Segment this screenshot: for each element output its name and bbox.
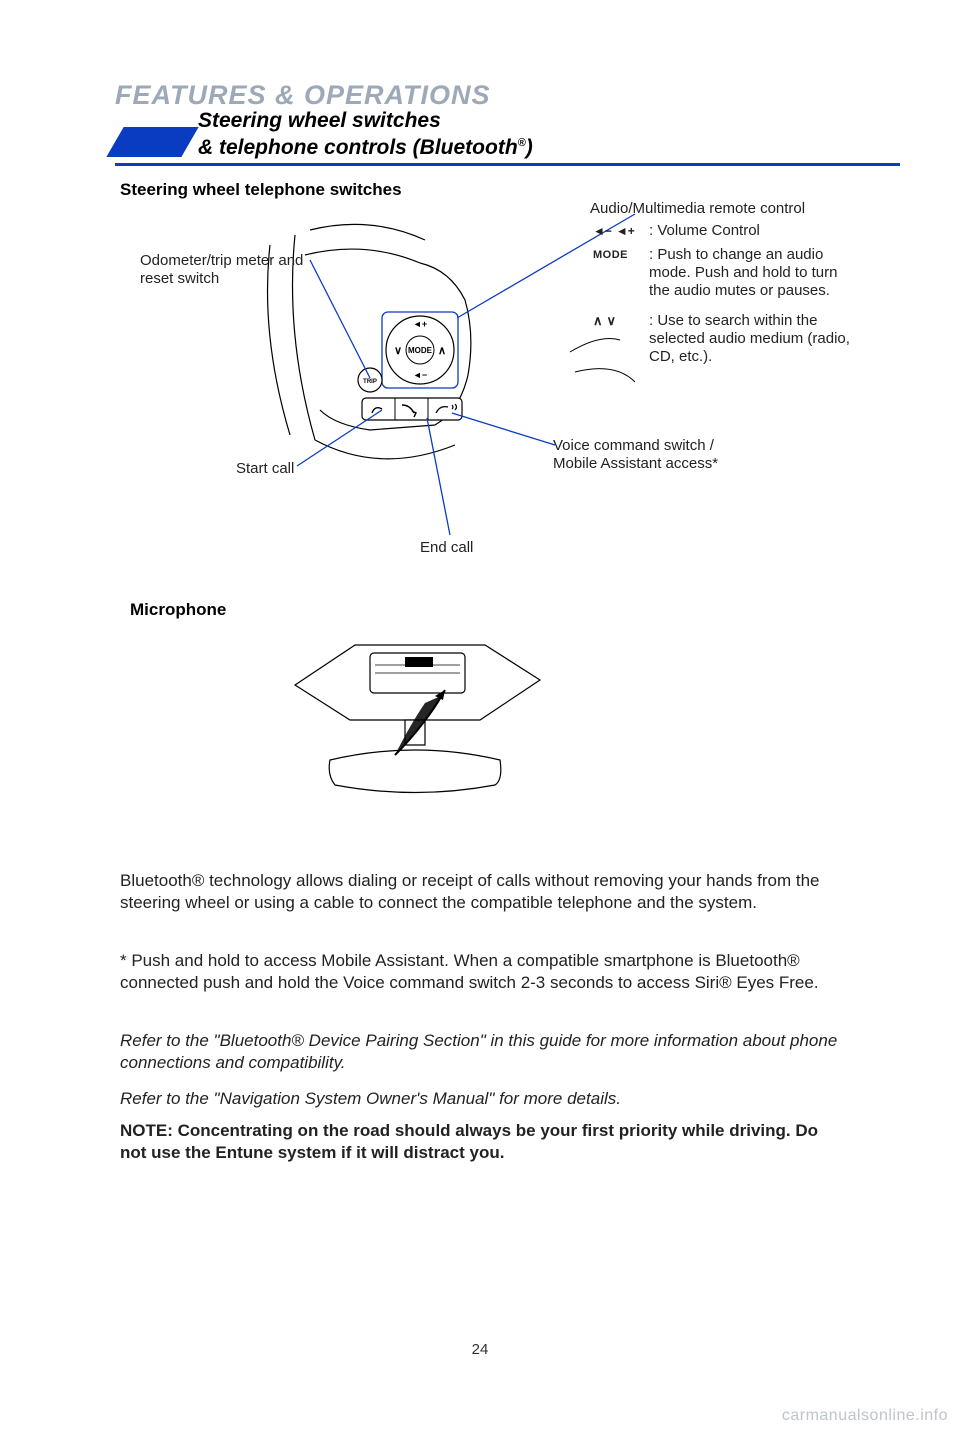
audio-icons-block: ◄−◄+ : Volume Control MODE : Push to cha… — [593, 222, 853, 372]
search-text: : Use to search within the selected audi… — [649, 312, 853, 366]
sub-heading-line2: & telephone controls (Bluetooth — [198, 136, 518, 159]
microphone-diagram — [275, 625, 560, 815]
paragraph-refer-nav: Refer to the "Navigation System Owner's … — [120, 1088, 840, 1110]
page-number: 24 — [0, 1341, 960, 1358]
label-start-call: Start call — [236, 460, 294, 478]
svg-text:∨: ∨ — [394, 345, 402, 357]
heading-switches: Steering wheel telephone switches — [120, 180, 402, 200]
sub-heading-block: Steering wheel switches & telephone cont… — [115, 110, 900, 166]
paragraph-bluetooth: Bluetooth® technology allows dialing or … — [120, 870, 840, 914]
mode-text: : Push to change an audio mode. Push and… — [649, 246, 853, 300]
svg-text:MODE: MODE — [408, 346, 433, 355]
sub-heading: Steering wheel switches & telephone cont… — [198, 110, 533, 161]
label-odometer: Odometer/trip meter and reset switch — [140, 252, 310, 288]
section-title: FEATURES & OPERATIONS — [115, 80, 491, 111]
search-icon: ∧∨ — [593, 312, 649, 366]
label-voice-command: Voice command switch / Mobile Assistant … — [553, 437, 753, 473]
sub-heading-close: ) — [526, 136, 533, 159]
audio-row-mode: MODE : Push to change an audio mode. Pus… — [593, 246, 853, 300]
paragraph-note: NOTE: Concentrating on the road should a… — [120, 1120, 840, 1164]
volume-icon: ◄−◄+ — [593, 222, 649, 240]
audio-row-volume: ◄−◄+ : Volume Control — [593, 222, 853, 240]
label-audio-remote: Audio/Multimedia remote control — [590, 200, 805, 218]
volume-text: : Volume Control — [649, 222, 853, 240]
svg-text:∧: ∧ — [438, 345, 446, 357]
heading-microphone: Microphone — [130, 600, 226, 620]
audio-row-search: ∧∨ : Use to search within the selected a… — [593, 312, 853, 366]
heading-rule — [115, 163, 900, 166]
sub-heading-sup: ® — [518, 137, 526, 149]
paragraph-mobile-assistant: * Push and hold to access Mobile Assista… — [120, 950, 840, 994]
page-root: FEATURES & OPERATIONS Steering wheel swi… — [0, 0, 960, 1433]
watermark: carmanualsonline.info — [782, 1407, 948, 1425]
heading-flag — [106, 127, 198, 157]
label-end-call: End call — [420, 539, 473, 557]
svg-text:◄−: ◄− — [413, 370, 427, 380]
sub-heading-line1: Steering wheel switches — [198, 109, 441, 132]
svg-text:TRIP: TRIP — [363, 379, 377, 385]
paragraph-refer-pairing: Refer to the "Bluetooth® Device Pairing … — [120, 1030, 840, 1074]
mode-icon: MODE — [593, 246, 649, 300]
svg-text:◄+: ◄+ — [413, 319, 427, 329]
